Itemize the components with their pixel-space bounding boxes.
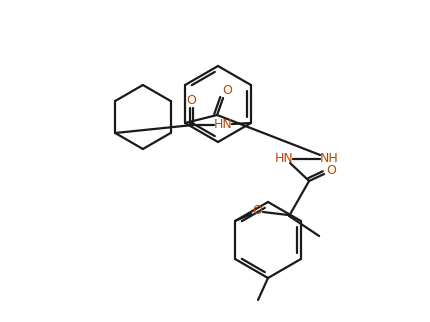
Text: O: O — [326, 165, 335, 177]
Text: O: O — [221, 84, 231, 98]
Text: HN: HN — [213, 118, 232, 131]
Text: O: O — [252, 204, 261, 217]
Text: NH: NH — [319, 153, 338, 166]
Text: O: O — [185, 94, 195, 108]
Text: HN: HN — [274, 153, 293, 166]
